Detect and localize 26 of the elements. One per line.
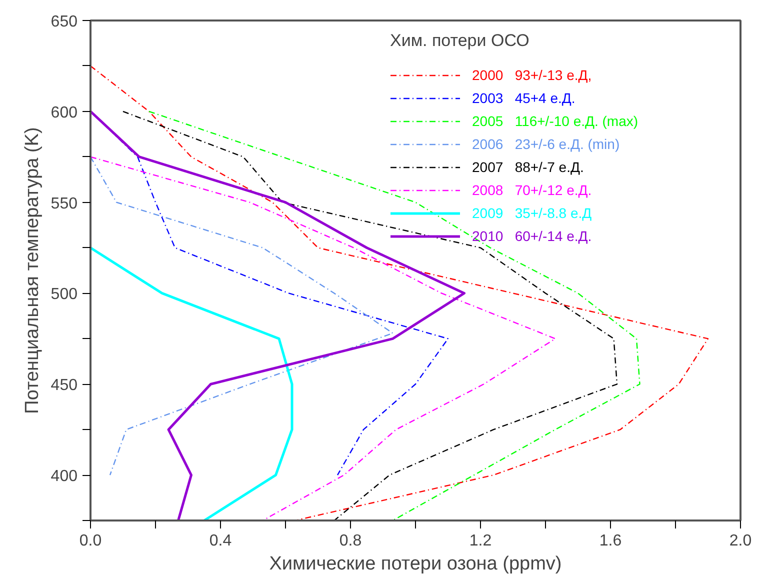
line-series — [90, 65, 709, 520]
y-tick-label: 550 — [50, 195, 78, 212]
legend-label: 2007 88+/-7 е.Д. — [472, 159, 584, 175]
legend-label: 2008 70+/-12 е.Д. — [472, 182, 592, 198]
x-tick-label: 0.4 — [209, 532, 232, 550]
y-tick-label: 600 — [50, 104, 78, 122]
legend-label: 2010 60+/-14 е.Д. — [472, 228, 592, 244]
y-axis-title: Потенциальная температура (K) — [22, 127, 43, 414]
y-tick-label: 400 — [50, 468, 78, 486]
line-series — [90, 246, 294, 520]
legend-label: 2003 45+4 е.Д. — [472, 90, 576, 106]
legend-label: 2006 23+/-6 е.Д. (min) — [472, 136, 620, 152]
y-tick-label: 450 — [50, 377, 78, 394]
x-tick-label: 0.8 — [339, 532, 362, 550]
x-tick-label: 0.0 — [79, 532, 102, 550]
legend-label: 2005 116+/-10 е.Д. (max) — [472, 113, 638, 129]
legend-label: 2000 93+/-13 е.Д, — [472, 67, 592, 83]
x-tick-label: 1.6 — [599, 532, 622, 550]
line-series — [90, 156, 394, 476]
x-axis-title: Химические потери озона (ppmv) — [269, 554, 562, 574]
y-tick-label: 650 — [50, 14, 78, 30]
x-tick-label: 1.2 — [469, 532, 492, 550]
y-tick-label: 500 — [50, 286, 78, 304]
x-tick-label: 2.0 — [729, 532, 752, 550]
legend-label: 2009 35+/-8.8 е.Д — [472, 205, 592, 221]
legend-title: Хим. потери ОСО — [390, 31, 530, 51]
